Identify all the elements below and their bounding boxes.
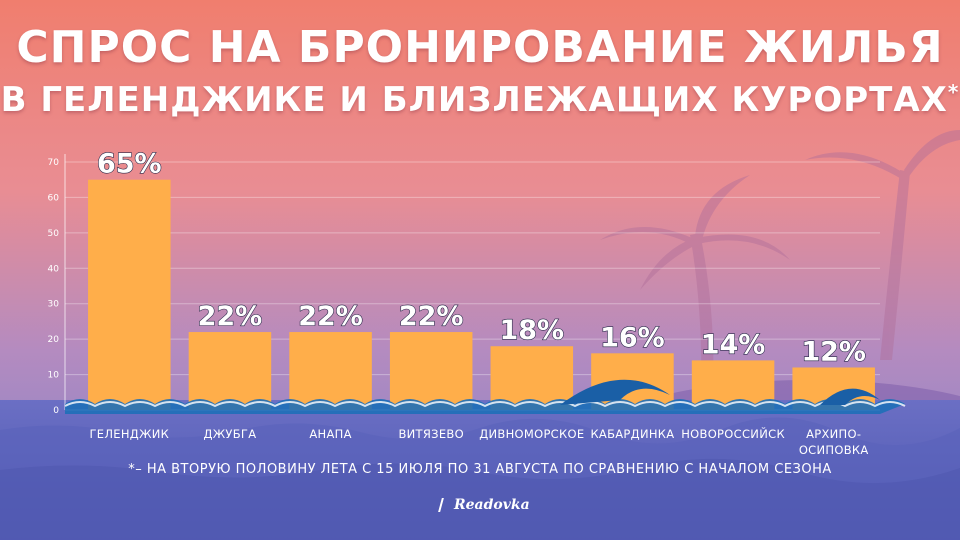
data-label: 22% — [298, 301, 363, 332]
bar — [389, 332, 473, 410]
data-label: 22% — [198, 301, 263, 332]
logo-mark-icon — [438, 498, 454, 512]
wave-curl — [820, 388, 880, 405]
data-labels: 65% 22% 22% 22% 18% 16% 14% 12% — [96, 148, 866, 368]
y-tick-label: 30 — [48, 300, 60, 310]
data-label: 12% — [801, 336, 866, 367]
title-line-2-text: В ГЕЛЕНДЖИКЕ И БЛИЗЛЕЖАЩИХ КУРОРТАХ — [0, 80, 948, 120]
x-tick-label: АРХИПО- — [806, 427, 861, 441]
y-tick-label: 20 — [48, 335, 60, 345]
logo-text: Readovka — [454, 497, 530, 513]
wave-decoration — [64, 379, 906, 414]
data-label: 16% — [600, 322, 665, 353]
bar — [289, 332, 372, 410]
x-tick-label: ОСИПОВКА — [799, 443, 869, 457]
data-label: 65% — [97, 149, 162, 180]
bars — [88, 179, 875, 410]
y-tick-label: 0 — [53, 406, 59, 416]
x-tick-label: АНАПА — [309, 427, 351, 441]
data-label: 22% — [399, 301, 464, 332]
y-tick-label: 50 — [48, 229, 60, 239]
y-tick-label: 70 — [48, 158, 60, 168]
x-tick-label: ГЕЛЕНДЖИК — [89, 427, 169, 441]
title-line-2: В ГЕЛЕНДЖИКЕ И БЛИЗЛЕЖАЩИХ КУРОРТАХ* — [0, 80, 960, 120]
bar — [188, 332, 272, 410]
y-tick-label: 60 — [48, 193, 60, 203]
x-tick-label: ДИВНОМОРСКОЕ — [479, 427, 584, 441]
x-tick-label: ВИТЯЗЕВО — [398, 427, 464, 441]
x-tick-label: НОВОРОССИЙСК — [681, 426, 785, 441]
readovka-logo: Readovka — [438, 497, 530, 513]
data-label: 18% — [499, 315, 564, 346]
y-tick-label: 10 — [48, 371, 60, 381]
bar — [88, 179, 171, 410]
x-tick-label: КАБАРДИНКА — [590, 427, 674, 441]
x-axis-labels: ГЕЛЕНДЖИК ДЖУБГА АНАПА ВИТЯЗЕВО ДИВНОМОРСКОЕ… — [89, 426, 868, 457]
title-footnote-mark: * — [947, 80, 960, 104]
title-line-1: СПРОС НА БРОНИРОВАНИЕ ЖИЛЬЯ — [16, 22, 944, 73]
wave-curl — [560, 379, 670, 405]
y-tick-label: 40 — [48, 264, 60, 274]
footnote: *– НА ВТОРУЮ ПОЛОВИНУ ЛЕТА С 15 ИЮЛЯ ПО … — [128, 462, 832, 477]
y-axis-ticks: 0 10 20 30 40 50 60 70 — [48, 158, 60, 416]
wave-crest — [64, 401, 906, 408]
x-tick-label: ДЖУБГА — [203, 427, 256, 441]
data-label: 14% — [701, 329, 766, 360]
